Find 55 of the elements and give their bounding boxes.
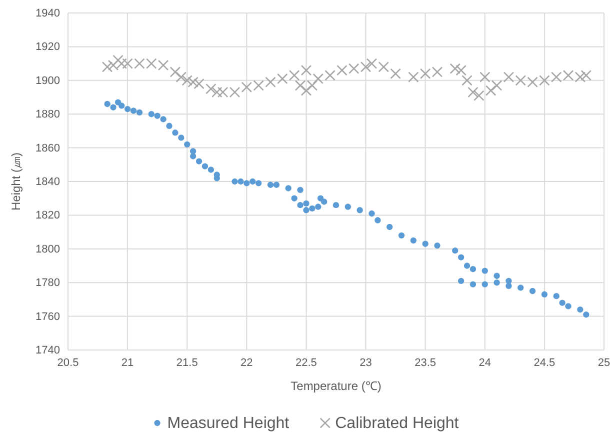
x-tick-label: 21.5 <box>176 356 198 369</box>
point <box>312 73 324 84</box>
point <box>102 62 113 72</box>
y-tick-label: 1860 <box>36 142 60 154</box>
point <box>206 83 216 94</box>
point <box>408 72 419 82</box>
point <box>112 54 124 66</box>
y-tick-label: 1840 <box>36 176 60 188</box>
y-tick-label: 1760 <box>36 310 60 323</box>
point <box>491 80 502 91</box>
point <box>265 76 276 88</box>
point <box>170 66 181 78</box>
point <box>390 68 401 80</box>
x-axis-title: Temperature (℃) <box>290 379 382 393</box>
point <box>462 75 472 86</box>
x-tick-label: 25 <box>598 356 610 369</box>
point <box>212 86 222 98</box>
y-tick-label: 1900 <box>36 74 60 87</box>
point <box>580 70 592 81</box>
point <box>468 86 478 98</box>
x-tick-label: 22.5 <box>296 356 317 369</box>
point <box>182 75 192 86</box>
y-tick-label: 1740 <box>36 344 60 357</box>
point <box>456 64 466 76</box>
y-tick-label: 1820 <box>36 210 60 222</box>
x-tick-label: 22 <box>240 356 253 369</box>
y-tick-label: 1780 <box>36 277 60 290</box>
point <box>277 73 288 84</box>
x-tick-label: 24.5 <box>534 356 556 369</box>
point <box>480 72 490 82</box>
x-tick-label: 21 <box>121 356 134 369</box>
point <box>288 70 300 81</box>
point <box>324 70 336 81</box>
point <box>450 63 460 74</box>
point <box>194 78 204 90</box>
point <box>485 85 496 96</box>
x-tick-label: 23.5 <box>414 356 436 369</box>
y-tick-label: 1800 <box>36 243 60 256</box>
point <box>300 64 312 76</box>
y-tick-label: 1880 <box>36 108 60 121</box>
point <box>176 72 187 82</box>
point <box>366 58 378 69</box>
point <box>503 72 514 82</box>
point <box>378 62 390 72</box>
point <box>474 90 484 101</box>
point <box>300 85 312 96</box>
y-tick-label: 1940 <box>36 8 60 20</box>
x-tick-label: 23 <box>360 356 372 369</box>
x-tick-label: 24 <box>478 356 492 369</box>
legend-label: Calibrated Height <box>335 415 460 432</box>
legend-label: Measured Height <box>167 415 290 432</box>
point <box>188 76 198 88</box>
y-axis-title: Height (㎛) <box>9 152 23 211</box>
x-tick-label: 20.5 <box>57 356 79 369</box>
y-tick-label: 1920 <box>36 41 60 54</box>
